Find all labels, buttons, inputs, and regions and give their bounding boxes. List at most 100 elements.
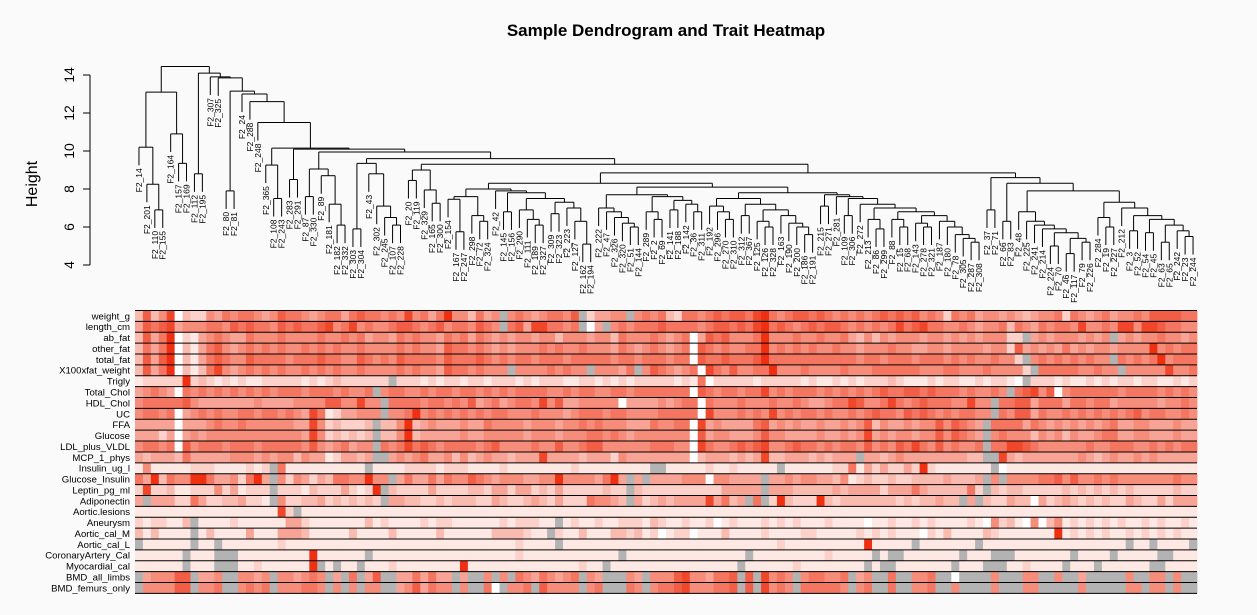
heatmap-cell <box>983 430 992 442</box>
heatmap-cell <box>713 397 722 409</box>
heatmap-cell <box>562 462 572 474</box>
heatmap-cell <box>174 451 183 464</box>
heatmap-cell <box>1006 473 1016 485</box>
heatmap-cell <box>1141 517 1150 529</box>
heatmap-cell <box>745 310 754 322</box>
heatmap-cell <box>483 462 493 474</box>
heatmap-cell <box>1054 495 1063 507</box>
heatmap-cell <box>459 321 469 333</box>
heatmap-cell <box>428 549 437 562</box>
heatmap-cell <box>396 354 405 366</box>
heatmap-cell <box>483 430 493 442</box>
heatmap-cell <box>309 332 318 344</box>
heatmap-cell <box>348 310 358 322</box>
heatmap-cell <box>1014 451 1024 464</box>
heatmap-cell <box>666 343 675 355</box>
heatmap-cell <box>174 430 183 442</box>
heatmap-cell <box>483 517 493 529</box>
heatmap-cell <box>150 473 160 485</box>
heatmap-cell <box>967 517 976 529</box>
heatmap-cell <box>737 354 746 366</box>
heatmap-cell <box>808 354 817 366</box>
heatmap-cell <box>975 386 984 398</box>
heatmap-cell <box>507 451 516 464</box>
heatmap-cell <box>753 397 762 409</box>
y-tick-label: 4 <box>61 261 77 269</box>
heatmap-cell <box>253 549 263 562</box>
heatmap-cell <box>642 332 651 344</box>
heatmap-cell <box>911 386 921 398</box>
heatmap-cell <box>238 495 247 507</box>
heatmap-cell <box>1086 386 1095 398</box>
heatmap-cell <box>475 321 485 333</box>
heatmap-cell <box>848 364 857 377</box>
heatmap-cell <box>412 386 421 398</box>
heatmap-cell <box>737 430 746 442</box>
heatmap-cell <box>467 375 477 387</box>
heatmap-cell <box>681 528 691 540</box>
heatmap-cell <box>198 484 207 496</box>
heatmap-cell <box>729 397 738 409</box>
heatmap-cell <box>705 451 714 464</box>
heatmap-cell <box>135 386 144 398</box>
heatmap-cell <box>879 451 889 464</box>
heatmap-cell <box>578 354 588 366</box>
heatmap-cell <box>1125 451 1134 464</box>
heatmap-cell <box>975 462 984 474</box>
heatmap-cell <box>713 484 722 496</box>
heatmap-cell <box>475 560 485 572</box>
heatmap-cell <box>919 364 928 377</box>
heatmap-cell <box>444 354 453 366</box>
heatmap-cell <box>935 343 944 355</box>
heatmap-cell <box>998 354 1008 366</box>
heatmap-cell <box>396 506 405 518</box>
heatmap-cell <box>190 571 199 583</box>
heatmap-cell <box>348 538 358 551</box>
heatmap-cell <box>206 430 215 442</box>
heatmap-cell <box>1149 528 1158 540</box>
heatmap-cell <box>238 549 247 562</box>
heatmap-cell <box>555 462 564 474</box>
heatmap-cell <box>1022 473 1031 485</box>
heatmap-cell <box>895 310 905 322</box>
heatmap-cell <box>848 528 857 540</box>
leaf-label: F2_291 <box>292 200 302 229</box>
heatmap-cell <box>325 332 334 344</box>
heatmap-cell <box>824 386 833 398</box>
heatmap-cell <box>951 528 960 540</box>
heatmap-cell <box>713 571 722 583</box>
heatmap-cell <box>602 549 611 562</box>
heatmap-cell <box>1054 462 1063 474</box>
heatmap-cell <box>1141 484 1150 496</box>
heatmap-cell <box>761 506 770 518</box>
heatmap-cell <box>459 473 469 485</box>
heatmap-cell <box>1038 332 1047 344</box>
heatmap-cell <box>729 538 738 551</box>
heatmap-cell <box>198 517 207 529</box>
heatmap-cell <box>1030 495 1039 507</box>
heatmap-cell <box>919 310 928 322</box>
heatmap-cell <box>618 343 627 355</box>
heatmap-cell <box>309 571 318 583</box>
heatmap-cell <box>840 538 849 551</box>
heatmap-cell <box>515 386 524 398</box>
heatmap-cell <box>404 451 413 464</box>
heatmap-cell <box>594 484 603 496</box>
heatmap-cell <box>586 571 596 583</box>
heatmap-cell <box>150 582 160 594</box>
heatmap-cell <box>230 495 239 507</box>
heatmap-cell <box>475 354 485 366</box>
heatmap-cell <box>325 321 334 333</box>
heatmap-cell <box>983 397 992 409</box>
heatmap-cell <box>935 538 944 551</box>
heatmap-cell <box>467 549 477 562</box>
heatmap-cell <box>602 528 611 540</box>
heatmap-cell <box>459 430 469 442</box>
heatmap-cell <box>911 375 921 387</box>
heatmap-cell <box>919 538 928 551</box>
heatmap-cell <box>341 451 350 464</box>
heatmap-cell <box>1165 354 1174 366</box>
heatmap-cell <box>658 419 667 431</box>
heatmap-cell <box>190 473 199 485</box>
heatmap-cell <box>475 451 485 464</box>
